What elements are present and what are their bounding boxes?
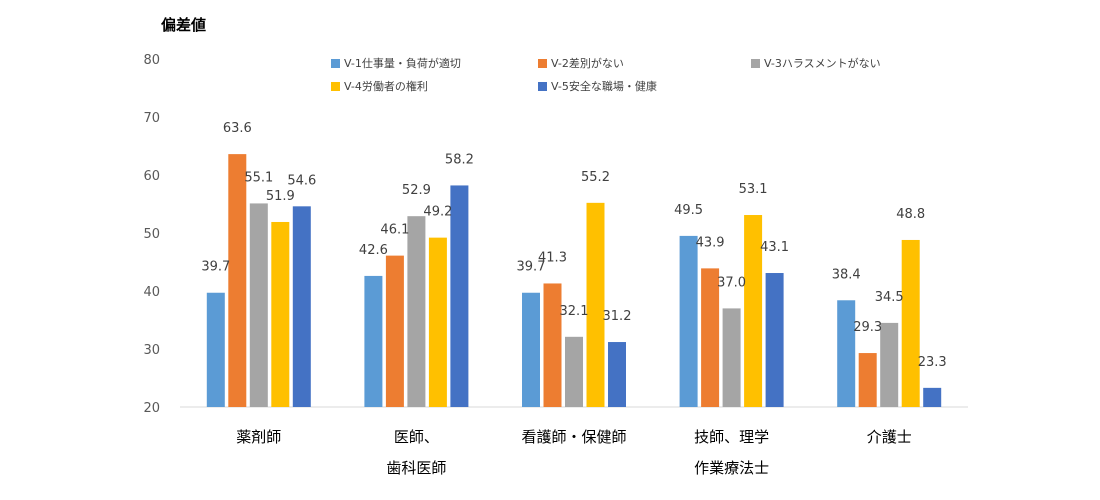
data-label: 49.5 — [674, 203, 703, 218]
bar — [608, 342, 626, 407]
bar — [249, 203, 268, 407]
data-label: 37.0 — [717, 275, 746, 290]
category-label: 技師、理学 — [694, 428, 769, 446]
bar — [206, 292, 225, 407]
bar — [364, 275, 383, 407]
data-label: 53.1 — [739, 182, 768, 197]
data-label: 52.9 — [402, 183, 431, 198]
bar — [901, 239, 920, 407]
data-label: 43.9 — [696, 235, 725, 250]
data-label: 54.6 — [287, 173, 316, 188]
legend-label: V-1仕事量・負荷が適切 — [344, 56, 461, 70]
data-labels: 39.7 42.6 39.7 49.5 38.4 63.6 46.1 41.3 43.9 29.3… — [201, 121, 946, 370]
legend-label: V-5安全な職場・健康 — [551, 79, 657, 93]
y-tick-label: 80 — [143, 53, 160, 68]
bar — [228, 154, 247, 407]
legend-swatch — [331, 59, 340, 68]
bar — [450, 185, 469, 407]
bar — [385, 255, 404, 407]
bar — [923, 387, 942, 407]
legend-swatch — [538, 82, 547, 91]
category-label: 看護師・保健師 — [521, 428, 626, 446]
data-label: 58.2 — [445, 152, 474, 167]
data-label: 39.7 — [517, 260, 546, 275]
category-label: 作業療法士 — [694, 459, 769, 477]
bar — [701, 268, 720, 407]
legend-label: V-4労働者の権利 — [344, 79, 428, 93]
bar — [522, 292, 540, 407]
bars — [206, 154, 942, 407]
data-label: 23.3 — [918, 355, 947, 370]
data-label: 43.1 — [760, 240, 789, 255]
data-label: 55.1 — [244, 170, 273, 185]
data-label: 39.7 — [201, 260, 230, 275]
data-label: 48.8 — [896, 207, 925, 222]
bar — [765, 273, 784, 407]
legend: V-1仕事量・負荷が適切 V-2差別がない V-3ハラスメントがない V-4労働者の権… — [331, 56, 881, 93]
legend-label: V-3ハラスメントがない — [764, 56, 881, 70]
y-tick-label: 30 — [143, 343, 160, 358]
bar — [679, 235, 698, 407]
legend-swatch — [751, 59, 760, 68]
data-label: 41.3 — [538, 250, 567, 265]
legend-label: V-2差別がない — [551, 56, 624, 70]
data-label: 51.9 — [266, 189, 295, 204]
y-axis-ticks: 80 70 60 50 40 30 20 — [143, 53, 160, 416]
y-axis-label: 偏差値 — [161, 16, 206, 34]
bar — [858, 353, 877, 407]
y-tick-label: 60 — [143, 169, 160, 184]
bar — [428, 237, 447, 407]
bar — [722, 308, 741, 407]
bar — [880, 322, 899, 407]
bar — [543, 283, 562, 407]
data-label: 46.1 — [380, 223, 409, 238]
data-label: 42.6 — [359, 243, 388, 258]
data-label: 29.3 — [853, 320, 882, 335]
bar — [744, 215, 763, 407]
category-label: 医師、 — [394, 428, 439, 446]
data-label: 38.4 — [832, 267, 861, 282]
data-label: 49.2 — [423, 205, 452, 220]
bar — [271, 221, 290, 407]
y-tick-label: 50 — [143, 227, 160, 242]
category-label: 介護士 — [867, 428, 912, 446]
y-tick-label: 20 — [143, 401, 160, 416]
bar — [837, 300, 856, 407]
category-label: 薬剤師 — [236, 428, 281, 446]
category-label: 歯科医師 — [386, 459, 446, 477]
legend-swatch — [538, 59, 547, 68]
data-label: 34.5 — [875, 290, 904, 305]
data-label: 55.2 — [581, 170, 610, 185]
bar — [407, 216, 426, 407]
data-label: 63.6 — [223, 121, 252, 136]
bar — [565, 336, 583, 407]
data-label: 32.1 — [560, 304, 589, 319]
legend-swatch — [331, 82, 340, 91]
bar — [292, 206, 311, 407]
data-label: 31.2 — [603, 309, 632, 324]
y-tick-label: 40 — [143, 285, 160, 300]
y-tick-label: 70 — [143, 111, 160, 126]
bar — [586, 202, 605, 407]
